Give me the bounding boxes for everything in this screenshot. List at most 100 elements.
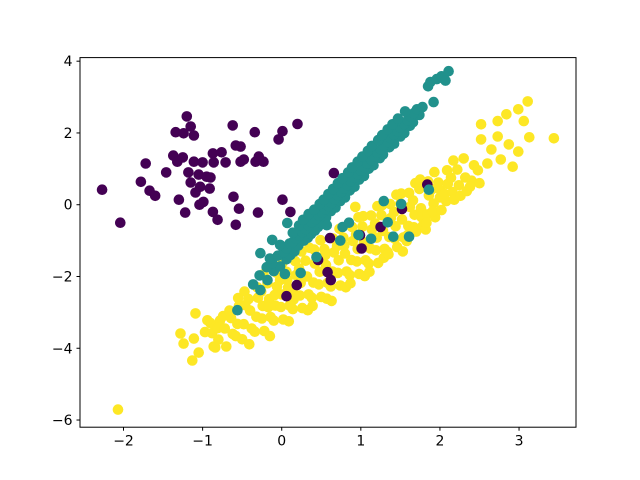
data-point (277, 125, 288, 137)
data-point (407, 195, 419, 206)
data-point (252, 207, 264, 218)
data-point (224, 305, 235, 316)
data-point (262, 274, 273, 286)
data-point (482, 158, 493, 169)
data-point (283, 316, 295, 327)
data-point (492, 115, 504, 127)
data-point (232, 304, 243, 316)
data-point (382, 217, 394, 228)
data-point (522, 96, 533, 107)
data-point (179, 207, 191, 218)
data-point (185, 121, 196, 132)
x-tick-label: −1 (192, 434, 213, 450)
data-point (202, 315, 213, 326)
data-point (388, 231, 399, 242)
data-point (344, 269, 356, 281)
data-point (524, 132, 535, 143)
data-point (395, 188, 407, 199)
data-point (244, 339, 255, 350)
data-point (333, 254, 345, 266)
data-point (282, 217, 293, 229)
data-point (315, 234, 326, 246)
data-point (395, 198, 407, 210)
data-point (492, 131, 504, 142)
data-point (268, 315, 280, 326)
data-point (399, 106, 411, 117)
x-tick-label: −2 (113, 434, 134, 450)
data-point (353, 229, 364, 241)
data-point (343, 217, 355, 228)
data-point (198, 196, 209, 208)
data-point (135, 176, 147, 188)
data-point (207, 206, 219, 218)
data-point (273, 134, 284, 145)
data-point (170, 126, 181, 138)
data-point (187, 355, 198, 366)
y-tick-label: −4 (52, 341, 73, 357)
data-point (443, 65, 454, 77)
data-point (274, 261, 286, 272)
data-point (285, 206, 296, 218)
data-point (178, 128, 189, 139)
data-point (423, 184, 435, 195)
data-point (448, 155, 459, 166)
data-point (208, 157, 219, 168)
data-point (212, 214, 223, 226)
data-point (429, 166, 440, 178)
data-point (199, 326, 211, 338)
y-tick-label: 0 (64, 198, 73, 214)
data-point (351, 256, 363, 267)
data-point (258, 156, 269, 167)
data-point (175, 328, 186, 339)
data-point (408, 222, 420, 233)
data-point (436, 204, 447, 216)
data-point (306, 292, 318, 304)
data-point (197, 157, 208, 168)
data-point (464, 181, 476, 193)
data-point (254, 270, 265, 281)
data-point (453, 180, 465, 191)
data-point (235, 141, 246, 152)
data-point (474, 177, 485, 189)
data-point (255, 284, 266, 296)
data-point (357, 221, 368, 232)
data-point (294, 290, 306, 301)
data-point (326, 295, 337, 307)
data-point (507, 161, 518, 172)
data-point (314, 266, 326, 278)
data-point (324, 232, 336, 244)
data-point (188, 156, 200, 167)
data-point (370, 245, 382, 256)
y-tick-label: −6 (52, 413, 73, 429)
x-tick-label: 3 (515, 434, 524, 450)
data-point (173, 194, 185, 205)
data-point (472, 165, 484, 176)
data-point (220, 157, 231, 168)
data-point (363, 258, 375, 269)
data-point (365, 210, 377, 221)
data-point (311, 251, 322, 263)
data-point (181, 111, 193, 122)
data-point (376, 209, 387, 221)
data-point (300, 255, 311, 266)
data-point (275, 301, 287, 313)
data-point (210, 342, 221, 353)
data-point (281, 290, 292, 302)
data-point (238, 154, 250, 165)
data-point (518, 115, 530, 127)
data-point (292, 118, 303, 130)
data-point (149, 190, 161, 202)
data-point (357, 210, 369, 222)
x-tick-label: 0 (277, 434, 286, 450)
data-point (364, 266, 375, 278)
data-point (378, 195, 390, 207)
data-point (356, 243, 367, 254)
data-point (205, 172, 216, 183)
data-point (279, 268, 291, 280)
data-point (204, 183, 215, 194)
data-point (427, 205, 439, 217)
data-point (188, 333, 200, 344)
data-point (96, 184, 108, 195)
data-point (233, 203, 245, 214)
